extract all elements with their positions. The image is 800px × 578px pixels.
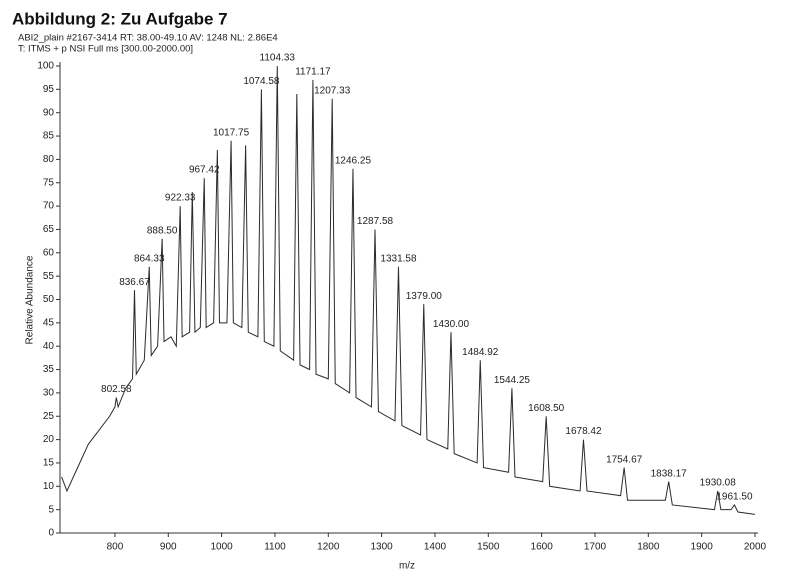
peak-label: 1104.33: [260, 53, 296, 64]
peak-label: 1331.58: [380, 253, 417, 264]
peak-label: 1074.58: [243, 76, 280, 87]
peak-label: 922.33: [165, 193, 196, 204]
y-tick-label: 20: [43, 434, 55, 445]
x-tick-label: 900: [160, 542, 177, 553]
y-tick-label: 30: [43, 388, 55, 399]
y-tick-label: 65: [43, 224, 55, 235]
y-tick-label: 15: [43, 458, 55, 469]
x-tick-label: 1500: [477, 542, 500, 553]
peak-label: 1171.17: [295, 67, 331, 78]
y-tick-label: 25: [43, 411, 55, 422]
peak-label: 967.42: [189, 165, 220, 176]
peak-label: 1017.75: [213, 127, 250, 138]
x-tick-label: 800: [107, 542, 124, 553]
chart-title: Abbildung 2: Zu Aufgabe 7: [12, 9, 228, 28]
peak-label: 1287.58: [357, 216, 394, 227]
peak-label: 888.50: [147, 225, 178, 236]
x-tick-label: 1600: [531, 542, 554, 553]
x-tick-label: 1200: [317, 542, 340, 553]
y-tick-label: 5: [48, 504, 54, 515]
x-tick-label: 1400: [424, 542, 447, 553]
y-tick-label: 70: [43, 201, 55, 212]
y-tick-label: 85: [43, 131, 55, 142]
y-axis-label: Relative Abundance: [25, 255, 36, 344]
x-tick-label: 1700: [584, 542, 607, 553]
peak-label: 1544.25: [494, 375, 531, 386]
peak-label: 1608.50: [528, 403, 565, 414]
peak-label: 1484.92: [462, 347, 499, 358]
peak-label: 1754.67: [606, 454, 643, 465]
peak-label: 836.67: [119, 277, 150, 288]
y-tick-label: 90: [43, 107, 55, 118]
x-axis-label: m/z: [399, 561, 415, 572]
peak-label: 1678.42: [565, 426, 602, 437]
peak-label: 1207.33: [314, 85, 351, 96]
y-tick-label: 75: [43, 177, 55, 188]
peak-label: 1246.25: [335, 155, 372, 166]
x-tick-label: 1800: [637, 542, 660, 553]
peak-label: 802.58: [101, 384, 132, 395]
peak-label: 1930.08: [700, 478, 737, 489]
peak-label: 864.33: [134, 253, 165, 264]
x-tick-label: 1100: [264, 542, 286, 553]
x-tick-label: 1300: [371, 542, 394, 553]
header-line: T: ITMS + p NSI Full ms [300.00-2000.00]: [18, 44, 193, 55]
x-tick-label: 1900: [691, 542, 714, 553]
y-tick-label: 40: [43, 341, 55, 352]
y-tick-label: 80: [43, 154, 55, 165]
y-tick-label: 10: [43, 481, 55, 492]
y-tick-label: 35: [43, 364, 55, 375]
spectrum-line: [61, 65, 756, 515]
y-tick-label: 0: [48, 528, 54, 539]
peak-label: 1961.50: [716, 492, 753, 503]
y-tick-label: 100: [37, 61, 54, 72]
y-tick-label: 95: [43, 84, 55, 95]
x-tick-label: 2000: [744, 542, 767, 553]
peak-label: 1838.17: [651, 468, 688, 479]
y-tick-label: 45: [43, 317, 55, 328]
x-tick-label: 1000: [210, 542, 233, 553]
y-tick-label: 50: [43, 294, 55, 305]
peak-label: 1379.00: [406, 291, 443, 302]
peak-label: 1430.00: [433, 319, 470, 330]
y-tick-label: 60: [43, 247, 55, 258]
header-line: ABI2_plain #2167-3414 RT: 38.00-49.10 AV…: [18, 33, 278, 44]
y-tick-label: 55: [43, 271, 55, 282]
